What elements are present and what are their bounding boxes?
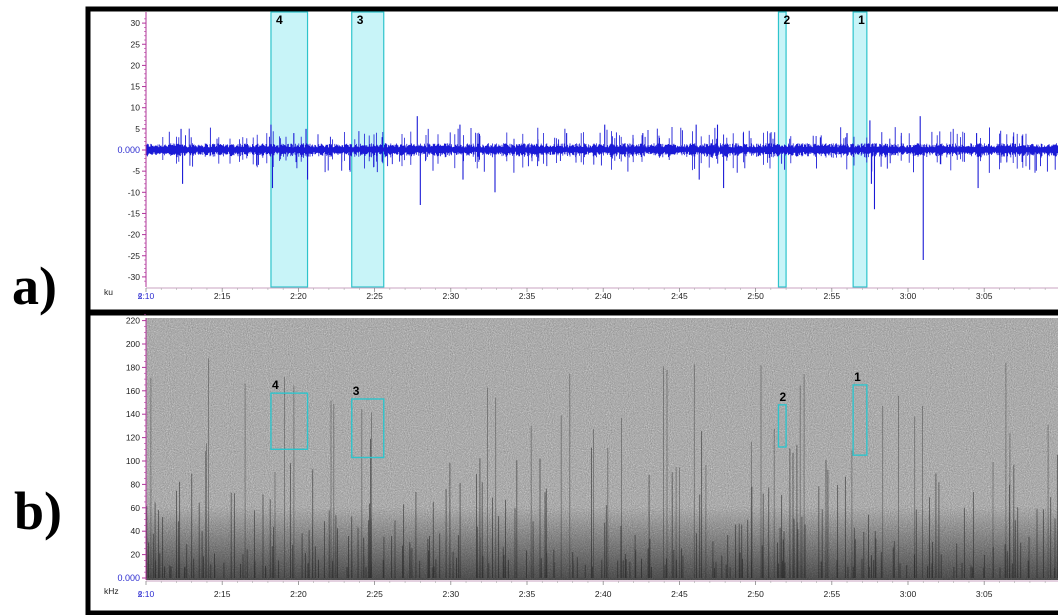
x-tick-label-a: 2:35	[519, 291, 536, 301]
y-tick-label-a: 30	[131, 18, 141, 28]
x-unit-label-a: s	[138, 291, 142, 301]
waveform-plot: 4 3 2 1 30 25 20 15 10 5 0.000 -5 -10 -15 -20 -25 -30 2:…	[104, 11, 1058, 301]
annotation-label-2: 2	[779, 390, 786, 404]
y-tick-label-b: 0.000	[117, 573, 140, 583]
y-tick-label-a: 0.000	[117, 145, 140, 155]
x-tick-label-b: 2:30	[443, 589, 460, 599]
annotation-box-4	[270, 392, 309, 451]
x-tick-label-a: 2:20	[290, 291, 307, 301]
y-tick-label-b: 160	[126, 386, 140, 396]
spectrogram-tall-streaks	[150, 358, 1049, 578]
panel-label-a: a)	[12, 256, 57, 316]
annotation-box-2	[777, 404, 787, 448]
x-tick-label-a: 2:45	[671, 291, 688, 301]
x-tick-label-b: 2:55	[824, 589, 841, 599]
x-tick-label-b: 2:35	[519, 589, 536, 599]
annotation-label-4: 4	[272, 378, 279, 392]
x-tick-label-a: 2:50	[747, 291, 764, 301]
highlight-label-3: 3	[357, 13, 364, 27]
spectrogram-axes: 220 200 180 160 140 120 100 80 60 40 20 0.000 2:10 2:…	[104, 314, 1058, 599]
highlight-label-4: 4	[276, 13, 283, 27]
x-unit-label-b: s	[138, 589, 142, 599]
highlight-label-1: 1	[858, 13, 865, 27]
spectrogram-click-streaks	[146, 431, 1058, 578]
x-tick-label-b: 3:00	[900, 589, 917, 599]
x-tick-label-a: 3:00	[900, 291, 917, 301]
x-tick-label-a: 3:05	[976, 291, 993, 301]
y-tick-label-b: 20	[131, 550, 141, 560]
annotation-box-1	[852, 384, 868, 456]
x-tick-label-a: 2:15	[214, 291, 231, 301]
spectrogram-plot: 4 3 21 220200180160140120100806040200.0002…	[104, 314, 1058, 599]
panel-a-frame	[85, 6, 1058, 315]
y-axis-title-b: kHz	[104, 586, 119, 596]
y-tick-label-b: 200	[126, 339, 140, 349]
y-tick-label-a: 20	[131, 60, 141, 70]
x-tick-label-a: 2:40	[595, 291, 612, 301]
y-tick-label-b: 80	[131, 479, 141, 489]
annotation-box-3	[351, 398, 385, 459]
x-tick-label-a: 2:10	[138, 291, 155, 301]
y-tick-label-a: -15	[128, 208, 141, 218]
y-tick-label-b: 60	[131, 503, 141, 513]
waveform-minor-spikes	[168, 127, 1056, 173]
x-tick-label-a: 2:55	[824, 291, 841, 301]
y-tick-label-b: 100	[126, 456, 140, 466]
y-tick-label-b: 40	[131, 526, 141, 536]
x-tick-label-a: 2:30	[443, 291, 460, 301]
spectrogram-streaks	[146, 358, 1058, 578]
y-tick-label-a: -20	[128, 230, 141, 240]
x-tick-label-b: 2:50	[747, 589, 764, 599]
y-tick-label-a: 25	[131, 39, 141, 49]
waveform-trace	[146, 116, 1058, 260]
x-tick-label-b: 3:05	[976, 589, 993, 599]
spectrogram-annotation-boxes: 4 3 2 1	[270, 370, 868, 459]
waveform-axes: 30 25 20 15 10 5 0.000 -5 -10 -15 -20 -25 -30 2:10 2:1…	[104, 12, 1058, 301]
panel-label-b: b)	[14, 481, 63, 541]
y-tick-label-a: -10	[128, 187, 141, 197]
y-tick-label-b: 140	[126, 409, 140, 419]
y-tick-label-a: 15	[131, 82, 141, 92]
y-tick-label-a: -5	[132, 166, 140, 176]
annotation-label-1: 1	[854, 370, 861, 384]
highlight-label-2: 2	[783, 13, 790, 27]
x-tick-label-b: 2:15	[214, 589, 231, 599]
y-tick-label-b: 220	[126, 316, 140, 326]
annotation-label-3: 3	[353, 384, 360, 398]
y-tick-label-a: 10	[131, 103, 141, 113]
x-tick-label-b: 2:40	[595, 589, 612, 599]
x-tick-label-b: 2:45	[671, 589, 688, 599]
y-tick-label-a: 5	[135, 124, 140, 134]
y-tick-label-a: -30	[128, 272, 141, 282]
y-tick-label-a: -25	[128, 251, 141, 261]
y-tick-label-b: 180	[126, 362, 140, 372]
x-tick-label-a: 2:25	[366, 291, 383, 301]
x-tick-label-b: 2:25	[366, 589, 383, 599]
x-tick-label-b: 2:10	[138, 589, 155, 599]
y-axis-title-a: ku	[104, 287, 113, 297]
y-tick-label-b: 120	[126, 433, 140, 443]
x-tick-label-b: 2:20	[290, 589, 307, 599]
